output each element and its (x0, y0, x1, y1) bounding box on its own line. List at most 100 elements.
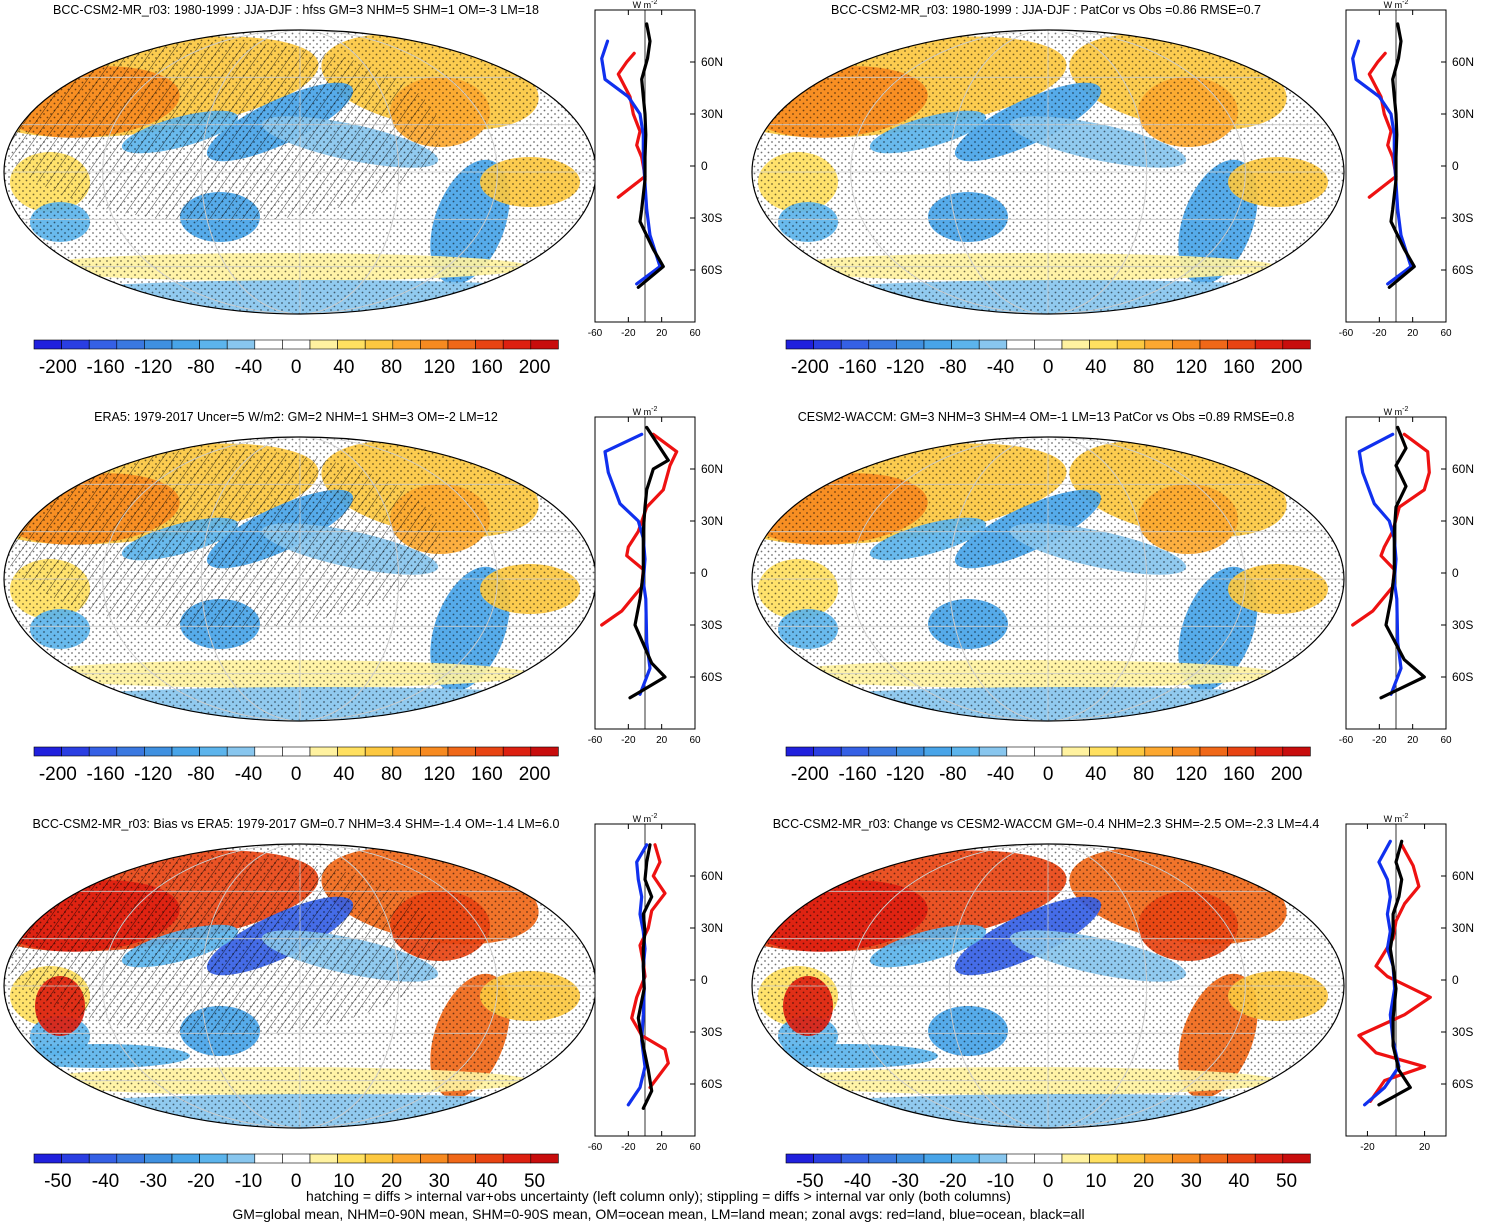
zonal-ylabel: 30S (701, 1025, 722, 1039)
colorbar-tick-label: -40 (235, 764, 262, 785)
colorbar: -200 -160 -120 -80 -40 0 40 80 120 160 200 (33, 746, 559, 785)
colorbar-swatch (813, 339, 842, 350)
colorbar-swatch (33, 1153, 62, 1164)
zonal-ylabel: 60N (701, 462, 723, 476)
colorbar-swatch (420, 1153, 449, 1164)
zonal-ylabel: 0 (701, 566, 708, 580)
zonal-ylabel: 0 (1452, 973, 1459, 987)
colorbar-swatch (1199, 746, 1228, 757)
colorbar-tick-label: -200 (791, 764, 829, 785)
colorbar-tick-label: -10 (235, 1171, 262, 1192)
colorbar-tick-label: 160 (1223, 764, 1255, 785)
colorbar-swatch (840, 1153, 870, 1164)
colorbar-swatch (309, 746, 338, 757)
colorbar-swatch (33, 746, 62, 757)
footnote-line-1: hatching = diffs > internal var+obs unce… (306, 1188, 1011, 1204)
colorbar-swatch (1144, 1153, 1173, 1164)
colorbar-swatch (337, 1153, 366, 1164)
colorbar-swatch (171, 746, 200, 757)
colorbar: -50 -40 -30 -20 -10 0 10 20 30 40 50 (33, 1153, 559, 1192)
zonal-xlabel: 20 (656, 328, 668, 339)
graticule-line (102, 437, 498, 721)
colorbar-swatch (1282, 339, 1311, 350)
colorbar-swatch (1034, 339, 1063, 350)
map-panel (3, 29, 597, 315)
colorbar-tick-label: 30 (1181, 1171, 1202, 1192)
colorbar-swatch (1282, 1153, 1311, 1164)
colorbar-swatch (1144, 339, 1173, 350)
colorbar-tick-label: -50 (44, 1171, 71, 1192)
colorbar-swatch (282, 746, 311, 757)
map-field (4, 437, 596, 721)
colorbar-swatch (951, 1153, 980, 1164)
colorbar-tick-label: 120 (423, 764, 455, 785)
colorbar-swatch (813, 1153, 842, 1164)
zonal-xlabel: -60 (588, 328, 603, 339)
colorbar: -200 -160 -120 -80 -40 0 40 80 120 160 200 (33, 339, 559, 378)
zonal-xlabel: 20 (656, 735, 668, 746)
colorbar-swatch (1116, 746, 1146, 757)
panel-title: BCC-CSM2-MR_r03: Bias vs ERA5: 1979-2017… (33, 817, 560, 831)
zonal-line-land (1351, 432, 1431, 627)
colorbar-tick-label: 0 (1043, 764, 1054, 785)
colorbar-swatch (116, 746, 145, 757)
colorbar-tick-label: 40 (333, 357, 354, 378)
colorbar-swatch (978, 339, 1008, 350)
colorbar-tick-label: -120 (134, 357, 172, 378)
colorbar-swatch (88, 746, 118, 757)
colorbar-swatch (1089, 746, 1118, 757)
colorbar-swatch (447, 339, 476, 350)
zonal-ylabel: 30N (701, 514, 723, 528)
zonal-unit-superscript: -2 (651, 406, 657, 413)
zonal-xlabel: 60 (1440, 735, 1452, 746)
zonal-ylabel: 30S (1452, 1025, 1473, 1039)
zonal-line-all (628, 425, 670, 700)
zonal-ylabel: 0 (1452, 159, 1459, 173)
colorbar-swatch (392, 339, 421, 350)
colorbar-tick-label: 10 (333, 1171, 354, 1192)
map-outline (751, 843, 1345, 1129)
zonal-xlabel: 20 (1419, 1142, 1431, 1153)
colorbar-swatch (813, 746, 842, 757)
colorbar-swatch (309, 1153, 338, 1164)
colorbar-swatch (61, 339, 90, 350)
zonal-ylabel: 0 (701, 973, 708, 987)
colorbar-swatch (896, 339, 925, 350)
colorbar-tick-label: 20 (381, 1171, 402, 1192)
zonal-xlabel: 20 (1407, 735, 1419, 746)
colorbar-tick-label: -40 (987, 764, 1014, 785)
zonal-ylabel: 60N (701, 869, 723, 883)
colorbar-swatch (1254, 1153, 1284, 1164)
colorbar-tick-label: 30 (429, 1171, 450, 1192)
colorbar-swatch (923, 1153, 952, 1164)
colorbar-swatch (1199, 339, 1228, 350)
colorbar-swatch (337, 746, 366, 757)
colorbar-tick-label: 0 (1043, 357, 1054, 378)
map-outline (751, 436, 1345, 722)
zonal-mean-panel: 60N 30N 0 30S 60S -20 20 W m-2 (1345, 813, 1474, 1153)
colorbar-swatch (1227, 339, 1256, 350)
colorbar-swatch (978, 1153, 1008, 1164)
zonal-lines (1357, 839, 1432, 1107)
colorbar-swatch (785, 746, 814, 757)
colorbar-swatch (144, 746, 173, 757)
graticule-line (200, 30, 400, 314)
colorbar-swatch (1227, 1153, 1256, 1164)
colorbar-tick-label: -80 (187, 764, 214, 785)
zonal-unit-label: W m-2 (633, 813, 658, 824)
zonal-xlabel: -20 (1372, 735, 1387, 746)
colorbar-tick-label: 80 (381, 764, 402, 785)
zonal-ylabel: 60S (701, 1077, 722, 1091)
zonal-xlabel: -60 (588, 1142, 603, 1153)
colorbar-tick-label: 40 (1228, 1171, 1249, 1192)
colorbar-tick-label: 200 (1271, 357, 1303, 378)
zonal-mean-panel: 60N 30N 0 30S 60S -60 -20 20 60 W m-2 (588, 813, 723, 1153)
graticule-line (850, 437, 1246, 721)
colorbar-tick-label: 160 (1223, 357, 1255, 378)
zonal-mean-panel: 60N 30N 0 30S 60S -60 -20 20 60 W m-2 (1339, 406, 1474, 746)
zonal-xlabel: -60 (1339, 328, 1354, 339)
colorbar-tick-label: -200 (39, 357, 77, 378)
colorbar-swatch (226, 1153, 256, 1164)
colorbar-tick-label: -120 (134, 764, 172, 785)
